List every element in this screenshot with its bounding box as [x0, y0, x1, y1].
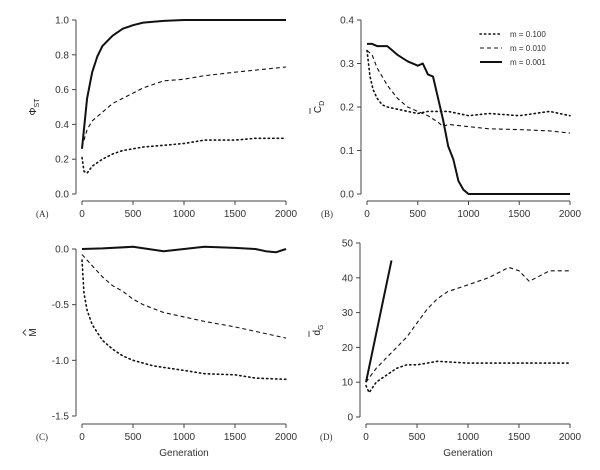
y-axis-label: M [28, 328, 39, 336]
y-tick-label: -1.5 [52, 412, 70, 423]
y-axis-label-subscript: G [318, 324, 325, 329]
y-tick-label: 0 [347, 413, 353, 424]
y-axis-label-subscript: ST [34, 98, 41, 108]
series-line-dotted [366, 49, 571, 117]
x-tick-label: 0 [79, 432, 85, 443]
y-tick-label: 0.4 [55, 120, 69, 131]
x-tick-label: 1500 [224, 209, 247, 220]
y-tick-label: 0.2 [55, 155, 69, 166]
y-tick-label: -0.5 [52, 300, 70, 311]
x-tick-label: 1000 [173, 209, 196, 220]
legend-label: m = 0.010 [510, 44, 546, 53]
x-tick-label: 2000 [275, 209, 298, 220]
hat-accent [22, 329, 27, 336]
y-tick-label: 0.4 [340, 16, 354, 27]
series-line-dashed [81, 254, 287, 339]
x-tick-label: 500 [125, 432, 142, 443]
y-axis-label-main: M [28, 328, 39, 336]
series-line-solid [365, 260, 393, 383]
x-tick-label: 1500 [508, 432, 531, 443]
series-line-dotted [365, 360, 571, 394]
x-tick-label: 0 [79, 209, 85, 220]
series-line-dotted [81, 259, 287, 381]
x-tick-label: 1000 [457, 432, 480, 443]
x-tick-label: 1000 [173, 432, 196, 443]
x-tick-label: 0 [363, 432, 369, 443]
y-tick-label: 0.0 [340, 190, 354, 201]
series-line-dashed [365, 266, 570, 383]
x-tick-label: 2000 [559, 209, 582, 220]
panel-label: (D) [320, 432, 333, 442]
x-tick-label: 2000 [559, 432, 582, 443]
series-line-dotted [81, 137, 287, 174]
y-tick-label: 0.6 [55, 85, 69, 96]
legend-label: m = 0.100 [510, 30, 546, 39]
y-tick-label: 1.0 [55, 16, 69, 27]
x-tick-label: 1500 [224, 432, 247, 443]
series-line-solid [81, 19, 286, 149]
panel-c: -1.5 -1.0 -0.5 0.0 0 500 1000 1500 2000 (C) Genera… [22, 245, 298, 459]
y-axis-label-main: C [313, 106, 324, 113]
panel-b: 0.00.10.20.30.40 500 1000 1500 2000(B)CDm = … [309, 16, 582, 220]
y-axis-label-main: Φ [28, 107, 39, 115]
series-line-solid [81, 245, 287, 254]
x-tick-label: 500 [409, 432, 426, 443]
y-tick-label: 0.3 [340, 59, 354, 70]
series-line-dashed [366, 50, 571, 134]
y-tick-label: 0.1 [340, 146, 354, 157]
y-tick-label: 0.2 [340, 103, 354, 114]
y-tick-label: 0.0 [55, 245, 69, 256]
panel-label: (B) [321, 209, 333, 219]
x-tick-label: 500 [125, 209, 142, 220]
panel-label: (A) [36, 209, 49, 219]
legend-label: m = 0.001 [510, 58, 546, 67]
y-tick-label: 0.0 [55, 190, 69, 201]
y-axis-label: dG [312, 324, 325, 335]
y-tick-label: 10 [342, 378, 354, 389]
y-tick-label: 0.8 [55, 50, 69, 61]
y-tick-label: 30 [342, 308, 354, 319]
series-line-dashed [81, 66, 287, 148]
y-axis-label: ΦST [28, 98, 41, 116]
x-tick-label: 1000 [457, 209, 480, 220]
panel-a: 0.0 0.2 0.4 0.6 0.8 1.0 0 500 1000 1500 2000 (A) ΦST [28, 16, 298, 221]
y-axis-label-main: d [312, 330, 323, 336]
y-tick-label: 20 [342, 343, 354, 354]
x-tick-label: 1500 [508, 209, 531, 220]
y-tick-label: 50 [342, 239, 354, 250]
x-tick-label: 500 [409, 209, 426, 220]
x-axis-label: Generation [159, 448, 208, 459]
y-tick-label: 40 [342, 273, 354, 284]
panel-label: (C) [36, 432, 48, 442]
y-axis-label-subscript: D [319, 101, 326, 106]
x-tick-label: 2000 [275, 432, 298, 443]
y-axis-label: CD [313, 101, 326, 113]
x-tick-label: 0 [364, 209, 370, 220]
x-axis-label: Generation [443, 448, 492, 459]
series-line-solid [367, 42, 570, 195]
y-tick-label: -1.0 [52, 356, 70, 367]
